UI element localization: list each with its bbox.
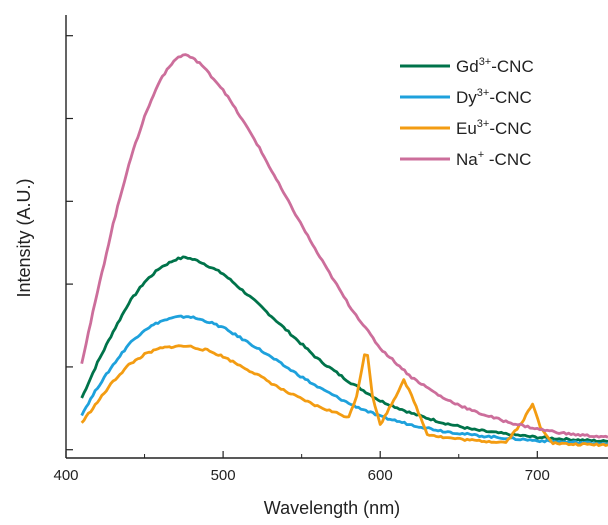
x-tick-label: 600: [368, 467, 393, 484]
legend-entry: Dy3+-CNC: [456, 87, 532, 107]
x-tick-label: 500: [211, 467, 236, 484]
legend-label-base: Gd: [456, 57, 479, 76]
series-line-gd: [80, 255, 608, 443]
x-axis-title: Wavelength (nm): [264, 498, 400, 518]
legend-label-suffix: -CNC: [489, 119, 532, 138]
plot-frame: [65, 15, 608, 459]
legend-label-superscript: 3+: [477, 118, 490, 130]
y-axis-ticks: [66, 35, 73, 451]
x-tick-label: 700: [525, 467, 550, 484]
legend-label-superscript: 3+: [477, 87, 490, 99]
series-line-dy: [80, 314, 608, 446]
x-tick-label: 400: [53, 467, 78, 484]
legend-label-suffix: -CNC: [484, 150, 531, 169]
legend-entry: Eu3+-CNC: [456, 118, 532, 138]
series-layer: [80, 53, 608, 448]
legend-label-suffix: -CNC: [489, 88, 532, 107]
legend-label-base: Dy: [456, 88, 477, 107]
legend-entry: Na+ -CNC: [456, 149, 531, 169]
x-axis-ticks: 400 500 600 700: [53, 451, 550, 484]
legend-label-superscript: 3+: [479, 56, 492, 68]
legend-label-base: Eu: [456, 119, 477, 138]
legend-label-superscript: +: [478, 149, 484, 161]
legend-label-base: Na: [456, 150, 478, 169]
legend-label-suffix: -CNC: [491, 57, 534, 76]
series-line-eu: [80, 344, 608, 448]
legend-entry: Gd3+-CNC: [456, 56, 534, 76]
y-axis-title: Intensity (A.U.): [14, 178, 34, 297]
series-line-na: [80, 53, 608, 439]
